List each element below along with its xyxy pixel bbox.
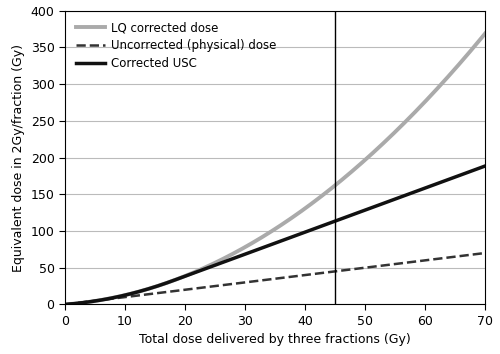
LQ corrected dose bbox=[350, 168, 356, 172]
Corrected USC bbox=[247, 250, 253, 255]
LQ corrected dose bbox=[390, 132, 396, 137]
Uncorrected (physical) dose bbox=[397, 261, 403, 266]
LQ corrected dose bbox=[62, 302, 68, 307]
Line: Uncorrected (physical) dose: Uncorrected (physical) dose bbox=[65, 253, 485, 304]
LQ corrected dose bbox=[105, 297, 111, 301]
Y-axis label: Equivalent dose in 2Gy/fraction (Gy): Equivalent dose in 2Gy/fraction (Gy) bbox=[12, 44, 25, 272]
Corrected USC bbox=[62, 302, 68, 307]
Uncorrected (physical) dose bbox=[390, 262, 396, 267]
Corrected USC bbox=[232, 256, 238, 260]
Uncorrected (physical) dose bbox=[247, 280, 253, 284]
Uncorrected (physical) dose bbox=[62, 302, 68, 307]
Legend: LQ corrected dose, Uncorrected (physical) dose, Corrected USC: LQ corrected dose, Uncorrected (physical… bbox=[71, 17, 281, 74]
Corrected USC bbox=[105, 297, 111, 301]
Corrected USC bbox=[397, 195, 403, 199]
Uncorrected (physical) dose bbox=[350, 267, 356, 271]
Corrected USC bbox=[390, 198, 396, 202]
LQ corrected dose bbox=[482, 32, 488, 36]
LQ corrected dose bbox=[232, 251, 238, 255]
Uncorrected (physical) dose bbox=[232, 281, 238, 286]
LQ corrected dose bbox=[397, 125, 403, 129]
Line: LQ corrected dose: LQ corrected dose bbox=[65, 34, 485, 304]
Corrected USC bbox=[350, 212, 356, 217]
Corrected USC bbox=[482, 164, 488, 168]
LQ corrected dose bbox=[247, 242, 253, 246]
Uncorrected (physical) dose bbox=[105, 297, 111, 301]
Line: Corrected USC: Corrected USC bbox=[65, 166, 485, 304]
X-axis label: Total dose delivered by three fractions (Gy): Total dose delivered by three fractions … bbox=[139, 333, 411, 347]
Uncorrected (physical) dose bbox=[482, 251, 488, 255]
